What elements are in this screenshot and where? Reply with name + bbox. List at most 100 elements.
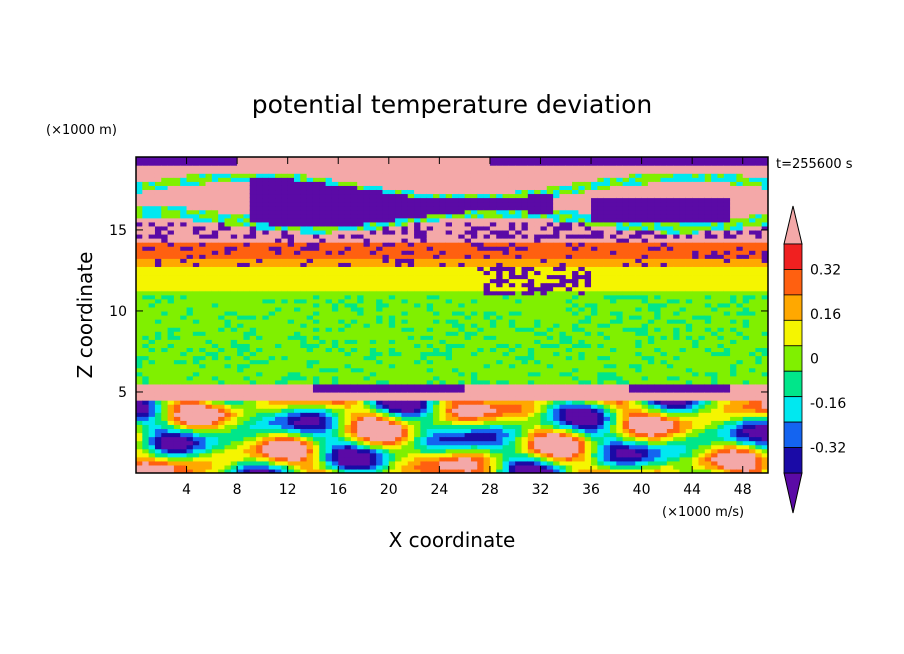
field-cell — [173, 416, 181, 421]
field-cell — [325, 396, 333, 401]
field-cell — [508, 225, 516, 231]
field-cell — [205, 246, 213, 251]
field-cell — [136, 286, 143, 292]
field-cell — [173, 387, 181, 393]
field-cell — [192, 363, 200, 369]
field-cell — [262, 359, 270, 365]
field-cell — [382, 400, 390, 405]
field-cell — [275, 400, 282, 405]
field-cell — [268, 189, 276, 195]
field-cell — [230, 165, 238, 170]
field-cell — [489, 258, 497, 263]
field-cell — [281, 157, 289, 162]
field-cell — [489, 238, 497, 243]
field-cell — [142, 339, 150, 344]
field-cell — [458, 181, 466, 186]
field-cell — [388, 209, 396, 215]
field-cell — [439, 327, 447, 332]
field-cell — [294, 420, 301, 425]
field-cell — [180, 201, 188, 207]
field-cell — [338, 460, 346, 466]
field-cell — [275, 396, 282, 401]
field-cell — [382, 440, 390, 446]
field-cell — [167, 302, 175, 308]
field-cell — [376, 404, 384, 409]
field-cell — [287, 387, 295, 393]
field-cell — [256, 290, 263, 296]
field-cell — [237, 452, 245, 458]
field-cell — [262, 165, 270, 170]
field-cell — [319, 335, 327, 340]
field-cell — [382, 452, 390, 458]
field-cell — [515, 246, 523, 251]
field-cell — [452, 298, 459, 304]
field-cell — [275, 282, 282, 288]
field-cell — [420, 189, 428, 195]
field-cell — [350, 440, 358, 446]
field-cell — [230, 448, 238, 454]
field-cell — [173, 408, 181, 413]
field-cell — [211, 432, 219, 438]
field-cell — [154, 157, 162, 162]
field-cell — [287, 432, 295, 438]
field-cell — [376, 432, 384, 438]
field-cell — [477, 428, 485, 434]
field-cell — [281, 315, 289, 320]
field-cell — [211, 161, 219, 166]
field-cell — [407, 181, 415, 186]
field-cell — [268, 343, 276, 349]
field-cell — [508, 246, 516, 251]
field-cell — [199, 319, 207, 324]
field-cell — [382, 185, 390, 191]
y-unit-label: (×1000 m) — [46, 123, 117, 138]
field-cell — [300, 343, 308, 349]
field-cell — [331, 452, 339, 458]
field-cell — [167, 246, 175, 251]
field-cell — [325, 347, 333, 353]
field-cell — [275, 327, 282, 332]
field-cell — [312, 391, 320, 397]
field-cell — [489, 197, 497, 203]
field-cell — [281, 266, 289, 272]
field-cell — [312, 205, 320, 211]
field-cell — [433, 165, 440, 170]
field-cell — [331, 468, 339, 473]
field-cell — [243, 351, 251, 357]
field-cell — [350, 217, 358, 223]
field-cell — [154, 246, 162, 251]
field-cell — [275, 452, 282, 458]
field-cell — [287, 242, 295, 247]
field-cell — [458, 351, 466, 357]
field-cell — [445, 327, 453, 332]
field-cell — [502, 331, 510, 336]
field-cell — [439, 169, 447, 174]
field-cell — [218, 298, 226, 304]
field-cell — [136, 404, 143, 409]
field-cell — [414, 343, 421, 349]
field-cell — [350, 290, 358, 296]
field-cell — [470, 420, 478, 425]
field-cell — [489, 266, 497, 272]
field-cell — [426, 250, 434, 255]
field-cell — [275, 432, 282, 438]
field-cell — [268, 246, 276, 251]
field-cell — [521, 189, 529, 195]
field-cell — [287, 396, 295, 401]
field-cell — [452, 379, 459, 385]
field-cell — [243, 436, 251, 442]
field-cell — [173, 452, 181, 458]
field-cell — [344, 379, 352, 385]
field-cell — [363, 270, 371, 276]
field-cell — [173, 189, 181, 195]
field-cell — [331, 428, 339, 434]
field-cell — [489, 412, 497, 417]
field-cell — [369, 391, 377, 397]
field-cell — [521, 428, 529, 434]
field-cell — [521, 266, 529, 272]
field-cell — [142, 375, 150, 381]
field-cell — [306, 347, 314, 353]
field-cell — [376, 161, 384, 166]
field-cell — [464, 294, 472, 300]
field-cell — [458, 278, 466, 284]
field-cell — [445, 161, 453, 166]
